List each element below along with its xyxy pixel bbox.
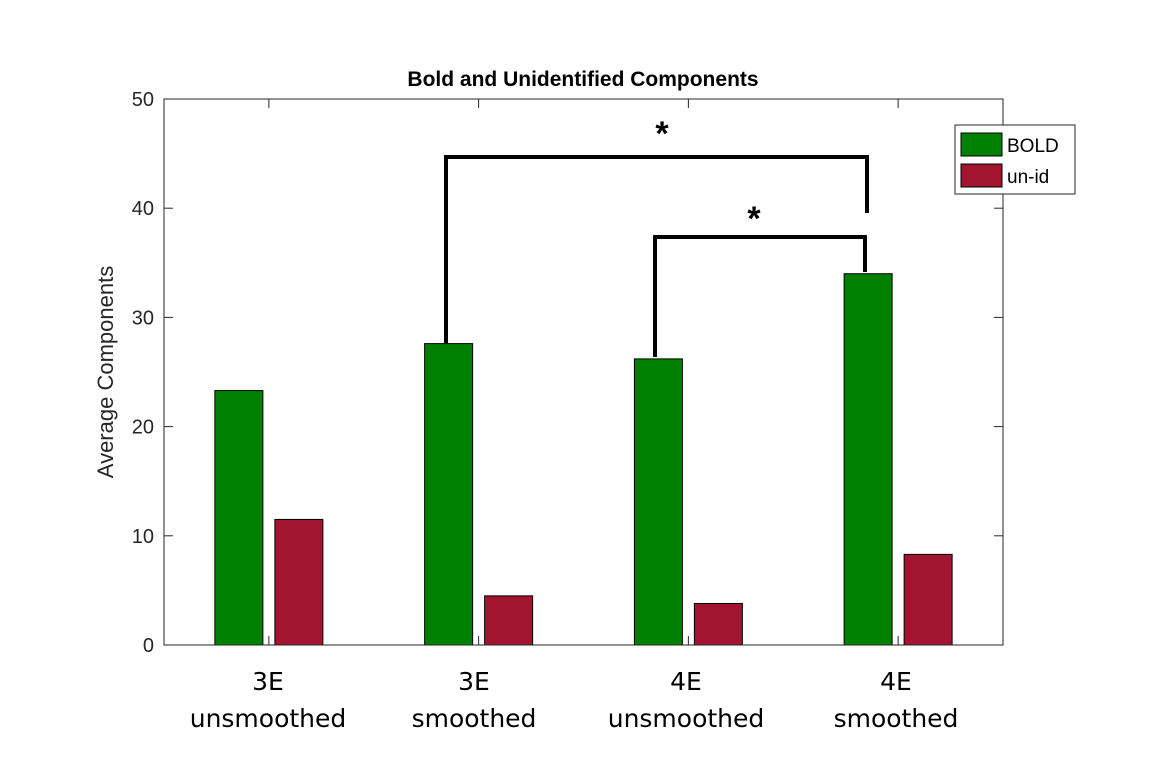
- y-ticks: 0 10 20 30 40 50: [132, 89, 154, 657]
- legend-swatch-0: [960, 132, 1003, 157]
- x-category-labels: 3E unsmoothed 3E smoothed 4E unsmoothed 4E smoo…: [190, 667, 959, 733]
- axes-layer: [163, 98, 1004, 646]
- x-category-label-0-line-0: 3E: [252, 667, 284, 696]
- y-tick-label-5: 50: [132, 89, 154, 111]
- bar-un-id-2: [693, 603, 743, 646]
- x-category-label-2-line-1: unsmoothed: [608, 704, 765, 733]
- significance-star-0: *: [655, 115, 669, 153]
- y-tick-label-2: 20: [132, 417, 154, 439]
- legend-label-1: un-id: [1007, 167, 1049, 188]
- x-category-label-3-line-1: smoothed: [834, 704, 959, 733]
- bar-bold-3: [843, 273, 893, 646]
- x-category-label-1-line-1: smoothed: [412, 704, 537, 733]
- x-category-label-3-line-0: 4E: [880, 667, 912, 696]
- bar-bold-1: [424, 343, 474, 646]
- y-tick-label-4: 40: [132, 198, 154, 220]
- bar-bold-0: [214, 390, 264, 646]
- legend: BOLD un-id: [954, 124, 1076, 195]
- x-category-label-1-line-0: 3E: [458, 667, 490, 696]
- significance-brackets: **: [444, 115, 869, 357]
- legend-swatch-1: [960, 163, 1003, 188]
- significance-bracket-0: [444, 155, 869, 343]
- x-category-label-2-line-0: 4E: [670, 667, 702, 696]
- significance-star-1: *: [747, 200, 761, 238]
- significance-bracket-1: [653, 235, 867, 357]
- y-tick-label-1: 10: [132, 526, 154, 548]
- bar-un-id-3: [903, 553, 953, 646]
- bars-layer: [214, 273, 953, 646]
- plot-frame: [163, 98, 1004, 646]
- y-axis-label: Average Components: [93, 266, 118, 478]
- y-tick-label-0: 0: [143, 635, 154, 657]
- x-category-label-0-line-1: unsmoothed: [190, 704, 347, 733]
- bar-bold-2: [633, 358, 683, 646]
- bar-un-id-1: [484, 595, 534, 646]
- chart-title: Bold and Unidentified Components: [407, 68, 758, 91]
- y-tick-label-3: 30: [132, 307, 154, 329]
- legend-label-0: BOLD: [1007, 136, 1059, 157]
- bar-un-id-0: [274, 518, 324, 646]
